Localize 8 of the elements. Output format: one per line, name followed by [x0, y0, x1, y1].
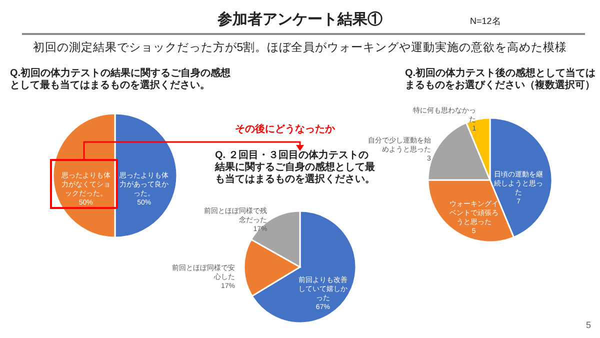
text: N=12名	[470, 15, 501, 28]
text: その後にどうなったか	[235, 122, 335, 136]
chart-title: Q. ２回目・３回目の体力テストの結果に関するご自身の感想として最も当てはまるものを選択ください。	[215, 150, 375, 186]
chart-title: Q.初回の体力テスト後の感想として当てはまるものをお選びください（複数選択可）	[405, 68, 597, 92]
chart-title: Q.初回の体力テストの結果に関するご自身の感想として最も当てはまるものを選択ください。	[10, 68, 232, 92]
text: 初回の測定結果でショックだった方が5割。ほぼ全員がウォーキングや運動実施の意欲を高めた模様	[32, 40, 568, 55]
text: 5	[586, 320, 592, 330]
text: 参加者アンケート結果①	[218, 11, 382, 28]
